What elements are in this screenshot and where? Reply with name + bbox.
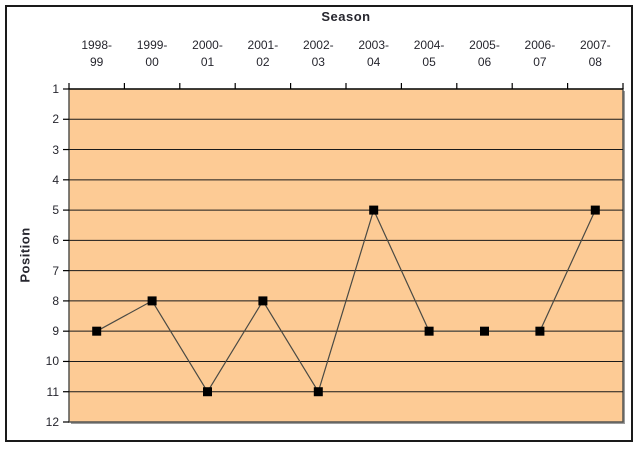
data-point-marker: [590, 205, 600, 215]
x-axis-label: 2006- 07: [524, 38, 556, 69]
y-axis-label: 7: [52, 263, 59, 278]
x-axis-label: 1998- 99: [81, 38, 113, 69]
plot-background: [68, 88, 624, 423]
y-axis-label: 5: [52, 203, 59, 218]
x-axis-label: 1999- 00: [136, 38, 168, 69]
y-axis-label: 6: [52, 233, 59, 248]
data-point-marker: [424, 326, 434, 336]
y-axis-label: 4: [52, 172, 59, 187]
x-axis-label: 2001- 02: [247, 38, 279, 69]
series-line: [96, 208, 596, 394]
data-point-marker: [258, 296, 268, 306]
data-point-marker: [480, 326, 489, 336]
y-axis-label: 3: [52, 142, 59, 157]
x-axis-label: 2000- 01: [192, 38, 223, 69]
x-axis-label: 2003- 04: [358, 38, 390, 69]
data-point-marker: [147, 296, 157, 306]
y-axis-label: 9: [52, 324, 59, 339]
data-point-marker: [369, 205, 379, 215]
y-axis-label: 11: [46, 384, 59, 399]
y-axis-label: 8: [52, 293, 59, 308]
data-point-marker: [203, 387, 212, 397]
x-axis-label: 2005- 06: [469, 38, 500, 69]
x-axis-label: 2002- 03: [302, 38, 334, 69]
x-axis-label: 2007- 08: [579, 38, 611, 69]
data-point-marker: [92, 326, 102, 336]
y-axis-label: 12: [45, 415, 59, 429]
y-axis-label: 10: [45, 354, 59, 369]
y-axis-label: 2: [52, 112, 59, 127]
y-axis-label: 1: [52, 82, 59, 96]
data-point-marker: [535, 326, 545, 336]
x-axis-title: Season: [321, 9, 371, 24]
x-axis-label: 2004- 05: [413, 38, 445, 69]
data-point-marker: [313, 387, 323, 397]
